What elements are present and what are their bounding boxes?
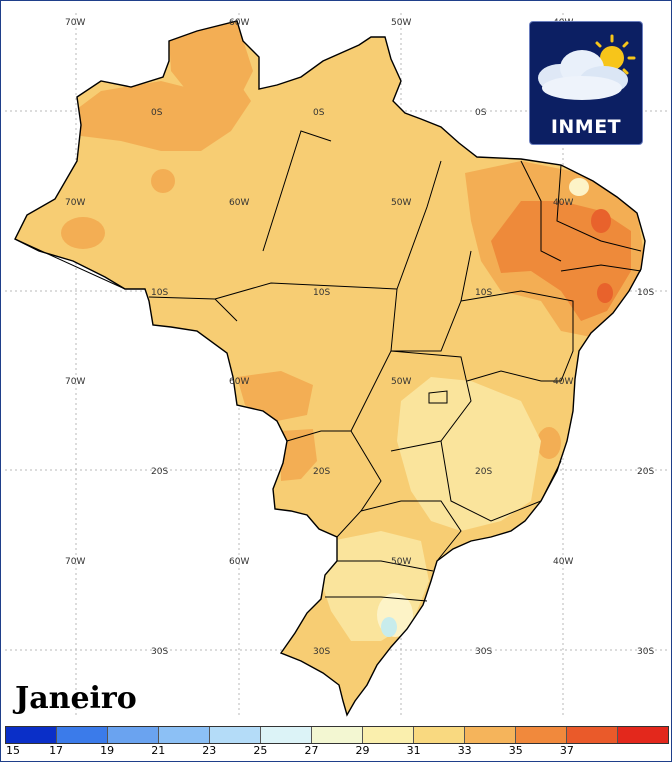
warm-zone-mato-grosso xyxy=(237,371,313,421)
colorbar-tick-label: 31 xyxy=(406,744,421,757)
month-title: Janeiro xyxy=(15,681,137,716)
grid-label-10s-3: 10S xyxy=(475,288,492,298)
colorbar-swatch xyxy=(312,727,363,743)
warm-zone-roraima xyxy=(169,21,253,121)
pale-spot-south xyxy=(381,617,397,637)
grid-label-30s-4: 30S xyxy=(637,647,654,657)
grid-label-0s-1: 0S xyxy=(151,108,163,118)
grid-label-70w-row5: 70W xyxy=(65,377,85,387)
grid-label-40w-row5: 40W xyxy=(553,377,573,387)
inmet-logo: INMET xyxy=(529,21,643,145)
grid-label-50w-row5: 50W xyxy=(391,377,411,387)
colorbar-swatch xyxy=(108,727,159,743)
colorbar-tick-label: 15 xyxy=(6,744,20,757)
state-boundary-sc xyxy=(325,596,428,602)
grid-label-70w-row7: 70W xyxy=(65,557,85,567)
grid-label-10s-1: 10S xyxy=(151,288,168,298)
state-boundary-goias xyxy=(350,350,472,452)
grid-label-60w-row3: 60W xyxy=(229,198,249,208)
temperature-colorbar xyxy=(5,726,669,744)
grid-label-10s-2: 10S xyxy=(313,288,330,298)
sun-icon xyxy=(595,34,636,75)
grid-label-40w-row3: 40W xyxy=(553,198,573,208)
grid-label-30s-1: 30S xyxy=(151,647,168,657)
grid-label-30s-3: 30S xyxy=(475,647,492,657)
graticule-labels: 70W 60W 50W 40W 0S 0S 0S 70W 60W 50W 40W… xyxy=(65,18,654,657)
grid-label-60w-top: 60W xyxy=(229,18,249,28)
colorbar-swatch xyxy=(363,727,414,743)
colorbar-swatch xyxy=(261,727,312,743)
colorbar-tick-label: 25 xyxy=(253,744,268,757)
state-boundary-df xyxy=(428,390,448,404)
very-hot-spot-north xyxy=(591,209,611,233)
state-boundary-bahia xyxy=(460,290,574,382)
colorbar-swatch xyxy=(414,727,465,743)
colorbar-tick-label: 21 xyxy=(151,744,166,757)
colorbar-tick-label: 17 xyxy=(49,744,64,757)
state-boundary-ne-1 xyxy=(520,160,562,262)
colorbar-tick-label: 23 xyxy=(202,744,217,757)
colorbar-tick-labels: 15 17 19 21 23 25 27 29 31 33 35 37 xyxy=(5,744,669,760)
state-boundary-mt-north xyxy=(214,282,398,300)
colorbar-tick-label: 19 xyxy=(100,744,115,757)
cloud-shape xyxy=(538,50,628,100)
warm-spot-amazonas xyxy=(61,217,105,249)
colorbar-swatch xyxy=(57,727,108,743)
grid-label-20s-3: 20S xyxy=(475,467,492,477)
cloud-sun-icon xyxy=(538,34,636,100)
colorbar-swatch xyxy=(6,727,57,743)
state-boundary-para-east xyxy=(396,160,442,290)
grid-label-50w-row3: 50W xyxy=(391,198,411,208)
state-boundary-minas xyxy=(440,440,562,522)
grid-label-70w-top: 70W xyxy=(65,18,85,28)
colorbar-tick-label: 27 xyxy=(304,744,319,757)
grid-label-10s-4: 10S xyxy=(637,288,654,298)
warm-spot-bahia xyxy=(537,427,561,459)
grid-label-0s-2: 0S xyxy=(313,108,325,118)
grid-label-60w-row7: 60W xyxy=(229,557,249,567)
grid-label-20s-1: 20S xyxy=(151,467,168,477)
state-boundaries xyxy=(14,130,642,602)
grid-label-0s-3: 0S xyxy=(475,108,487,118)
state-boundary-ne-3 xyxy=(560,264,642,272)
grid-label-20s-4: 20S xyxy=(637,467,654,477)
warm-zone-pantanal xyxy=(281,429,317,481)
state-boundary-tocantins xyxy=(390,250,472,352)
grid-label-30s-2: 30S xyxy=(313,647,330,657)
colorbar-swatch xyxy=(159,727,210,743)
grid-label-40w-row7: 40W xyxy=(553,557,573,567)
state-boundary-sp xyxy=(360,500,462,562)
state-boundary-amazonas-para xyxy=(262,130,332,252)
warm-spot-central-amazon xyxy=(151,169,175,193)
state-boundary-parana xyxy=(337,560,434,572)
very-hot-spot-south xyxy=(597,283,613,303)
colorbar-swatch xyxy=(618,727,668,743)
colorbar-tick-label: 35 xyxy=(508,744,523,757)
grid-label-50w-top: 50W xyxy=(391,18,411,28)
grid-label-60w-row5: 60W xyxy=(229,377,249,387)
state-boundary-acre xyxy=(14,238,126,290)
grid-label-20s-2: 20S xyxy=(313,467,330,477)
logo-text: INMET xyxy=(550,116,622,138)
colorbar-tick-label: 29 xyxy=(355,744,370,757)
colorbar-tick-label: 33 xyxy=(457,744,472,757)
state-boundary-ne-2 xyxy=(556,164,642,252)
grid-label-70w-row3: 70W xyxy=(65,198,85,208)
colorbar-swatch xyxy=(567,727,618,743)
colorbar-swatch xyxy=(516,727,567,743)
colorbar-swatch xyxy=(210,727,261,743)
colorbar-swatch xyxy=(465,727,516,743)
colorbar-tick-label: 37 xyxy=(559,744,574,757)
cool-spot-ceara xyxy=(569,178,589,196)
state-boundary-ms xyxy=(286,430,382,538)
grid-label-50w-row7: 50W xyxy=(391,557,411,567)
cool-zone-central xyxy=(397,377,541,531)
